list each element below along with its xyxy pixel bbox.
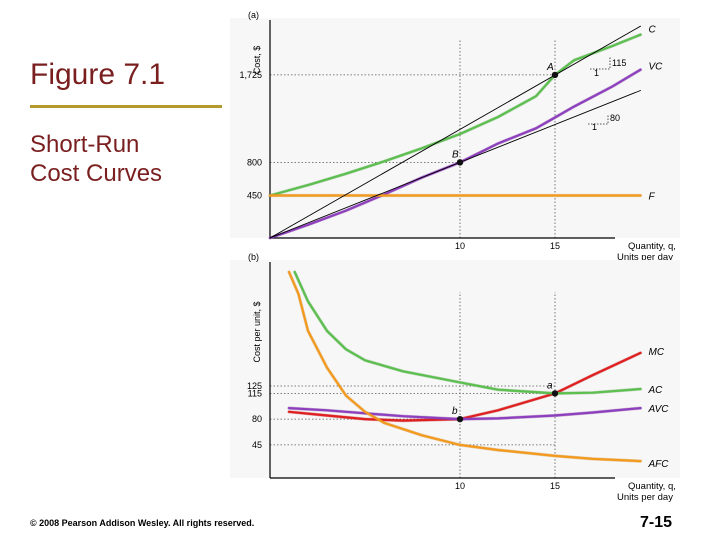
- panel-a-series-tangent_A: [269, 25, 641, 239]
- panel-b-x-axis-title-line-1: Quantity, q,: [628, 481, 676, 492]
- panel-a-background: [230, 18, 680, 238]
- panel-a-series-label-F: F: [649, 191, 656, 202]
- panel-b-point-label-a: a: [547, 380, 553, 391]
- panel-b-point-b: [456, 415, 464, 423]
- panel-a-point-label-B: B: [452, 149, 459, 160]
- panel-a-x-axis-title-line-1: Quantity, q,: [628, 241, 676, 252]
- panel-a-slope-value-2: 80: [610, 113, 620, 123]
- panel-b-series-label-AC: AC: [648, 385, 664, 396]
- panel-a-label: (a): [248, 10, 259, 20]
- subtitle-line-2: Cost Curves: [30, 160, 163, 187]
- panel-a-x-tick-10: 10: [455, 241, 465, 251]
- panel-a-series-label-C: C: [649, 25, 657, 36]
- panel-a-slope-value-1: 115: [612, 58, 626, 68]
- panel-b-point-label-b: b: [452, 406, 458, 417]
- panel-a-series-tangent_B: [269, 90, 641, 239]
- panel-b-series-AFC: [287, 270, 642, 463]
- panel-b-series-AC: [293, 270, 642, 395]
- panel-a: (a) Cost, $ Quantity, q,Units per day 10 15 4…: [230, 10, 680, 263]
- panel-b-x-tick-10: 10: [455, 481, 465, 491]
- panel-a-series-C: [268, 33, 642, 197]
- panel-a-y-tick-450: 450: [247, 190, 262, 200]
- slide-subtitle: Short-Run Cost Curves: [30, 130, 162, 188]
- panel-a-x-tick-15: 15: [550, 241, 560, 251]
- panel-b-label: (b): [248, 252, 259, 262]
- page-number: 7-15: [640, 514, 673, 531]
- slide-title: Figure 7.1: [30, 58, 166, 91]
- panel-b-x-tick-15: 15: [550, 481, 560, 491]
- panel-a-slope-triangle-2: [588, 114, 609, 125]
- panel-b-y-tick-115: 115: [248, 388, 262, 398]
- panel-a-point-B: [456, 159, 464, 166]
- panel-a-point-A: [551, 71, 559, 79]
- copyright-notice: © 2008 Pearson Addison Wesley. All right…: [30, 518, 255, 528]
- panel-b: (b)Cost per unit, $Quantity, q,Units per…: [230, 252, 680, 503]
- panel-b-point-a: [551, 390, 559, 397]
- panel-b-y-tick-45: 45: [252, 440, 262, 450]
- panel-a-y-axis-title: Cost, $: [252, 46, 262, 75]
- panel-a-y-tick-1,725: 1,725: [239, 70, 262, 80]
- panel-a-y-tick-800: 800: [247, 157, 262, 167]
- panel-b-series-label-MC: MC: [649, 347, 665, 358]
- panel-a-slope-run-2: 1: [592, 122, 597, 132]
- panel-b-y-tick-125: 125: [247, 381, 262, 391]
- panel-a-x-axis-title-line-2: Units per day: [617, 252, 673, 263]
- panel-a-series-VC: [268, 68, 642, 240]
- panel-a-point-label-A: A: [546, 62, 554, 73]
- panel-a-slope-run-1: 1: [594, 68, 599, 78]
- panel-a-slope-triangle-1: [590, 57, 611, 70]
- panel-b-series-label-AVC: AVC: [648, 404, 670, 415]
- panel-b-x-axis-title-line-2: Units per day: [617, 492, 673, 503]
- panel-a-series-label-VC: VC: [649, 62, 664, 73]
- subtitle-line-1: Short-Run: [30, 131, 140, 158]
- panel-b-y-axis-title: Cost per unit, $: [252, 301, 262, 362]
- panel-b-series-label-AFC: AFC: [648, 459, 670, 470]
- title-underline: [30, 105, 222, 108]
- panel-b-y-tick-80: 80: [252, 414, 262, 424]
